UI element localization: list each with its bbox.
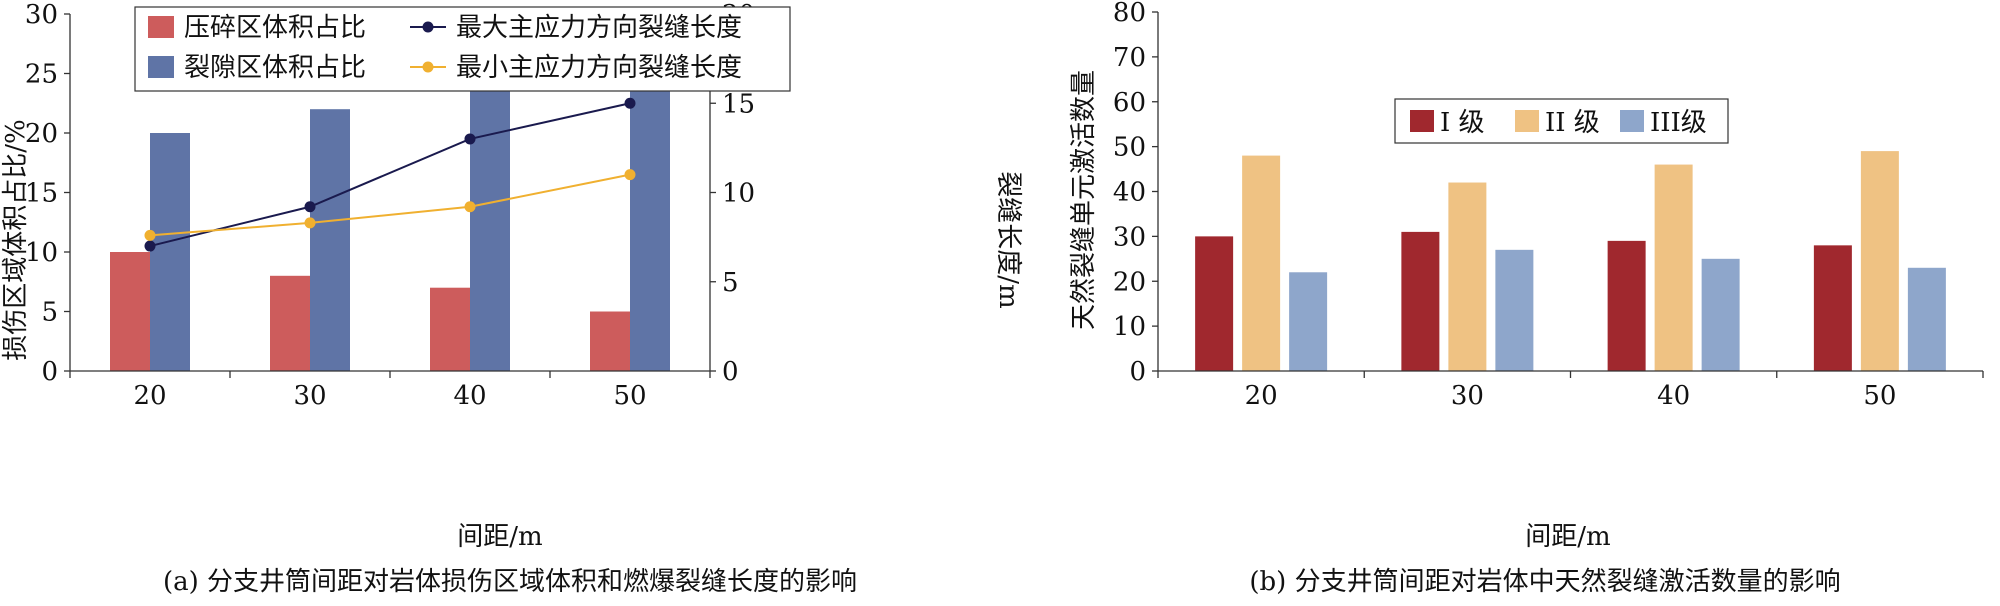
- legend-swatch-fracture: [148, 56, 174, 78]
- legend-swatch-grade2: [1515, 110, 1539, 132]
- legend-swatch-grade1: [1410, 110, 1434, 132]
- point-a-s1-40: [464, 133, 476, 145]
- legend-swatch-crush: [148, 16, 174, 38]
- bar-a-s1-30: [270, 275, 310, 371]
- y-tick-label-a: 20: [25, 119, 58, 149]
- x-tick-label-b: 30: [1451, 381, 1484, 411]
- y-tick-label-b: 30: [1113, 222, 1146, 252]
- x-tick-label-a: 40: [453, 381, 486, 411]
- chart-b-y-ticks: 0 10 20 30 40 50 60 70 80: [1113, 0, 1158, 387]
- y-tick-label-b: 60: [1113, 88, 1146, 118]
- y2-tick-label-a: 10: [722, 179, 755, 209]
- line-a-series-1: [149, 102, 631, 248]
- point-a-s1-30: [304, 201, 316, 213]
- bar-b-s2-30: [1448, 182, 1487, 371]
- bar-b-s3-20: [1289, 272, 1328, 371]
- bar-b-s3-40: [1701, 258, 1740, 371]
- bar-b-s1-20: [1195, 236, 1234, 371]
- chart-a-bars: [110, 61, 670, 372]
- y-tick-label-a: 25: [25, 60, 58, 90]
- chart-b-legend-box: [1394, 98, 1729, 144]
- y-tick-label-a: 30: [25, 0, 58, 30]
- legend-label-max: 最大主应力方向裂缝长度: [456, 13, 742, 43]
- x-tick-label-b: 50: [1863, 381, 1896, 411]
- chart-a-y-ticks: 0 5 10 15 20 25 30: [25, 0, 70, 387]
- x-tick-label-a: 50: [613, 381, 646, 411]
- chart-b: 0 10 20 30 40 50 60 70 80 20 30 40 50 间距/m 天然裂缝单元激活…: [1069, 0, 1984, 597]
- bar-a-s2-40: [470, 85, 510, 372]
- legend-swatch-grade3: [1620, 110, 1644, 132]
- y-tick-label-a: 5: [41, 298, 58, 328]
- chart-b-axes: [1157, 12, 1983, 372]
- bar-b-s3-50: [1907, 267, 1946, 371]
- y2-tick-label-a: 15: [722, 89, 755, 119]
- bar-a-s1-20: [110, 252, 150, 371]
- chart-b-legend: I 级 II 级 III级: [1394, 98, 1729, 144]
- x-tick-label-b: 40: [1657, 381, 1690, 411]
- bar-a-s1-50: [590, 311, 630, 371]
- y-tick-label-b: 40: [1113, 178, 1146, 208]
- legend-label-grade1: I 级: [1440, 108, 1485, 138]
- legend-label-grade3: III级: [1650, 108, 1707, 138]
- x-tick-label-a: 30: [293, 381, 326, 411]
- point-a-s1-20: [144, 240, 156, 252]
- line-a-series-2: [149, 173, 631, 237]
- legend-label-min: 最小主应力方向裂缝长度: [456, 53, 742, 83]
- point-a-s2-40: [464, 201, 476, 213]
- y-tick-label-b: 20: [1113, 267, 1146, 297]
- chart-b-ylabel: 天然裂缝单元激活数量: [1069, 70, 1099, 330]
- chart-a-x-ticks: 20 30 40 50: [69, 371, 711, 411]
- bar-a-s2-30: [310, 109, 350, 371]
- bar-b-s1-50: [1813, 245, 1852, 371]
- chart-a-legend-box: [134, 6, 791, 92]
- legend-marker-min: [422, 61, 434, 73]
- y-tick-label-b: 80: [1113, 0, 1146, 28]
- y-tick-label-a: 15: [25, 179, 58, 209]
- chart-a-legend: 压碎区体积占比 裂隙区体积占比 最大主应力方向裂缝长度 最小主应力方向裂缝长度: [134, 6, 791, 92]
- bar-b-s2-40: [1654, 164, 1693, 371]
- chart-a-y2label: 裂缝长度/m: [993, 171, 1023, 308]
- chart-b-x-ticks: 20 30 40 50: [1157, 371, 1984, 411]
- chart-b-caption: (b) 分支井筒间距对岩体中天然裂缝激活数量的影响: [1249, 567, 1840, 597]
- y-tick-label-b: 0: [1129, 357, 1146, 387]
- chart-a-lines: [144, 97, 636, 252]
- bar-b-s2-20: [1242, 155, 1281, 371]
- y-tick-label-b: 70: [1113, 43, 1146, 73]
- legend-marker-max: [422, 21, 434, 33]
- bar-b-s1-30: [1401, 231, 1440, 371]
- y2-tick-label-a: 0: [722, 357, 739, 387]
- legend-label-fracture: 裂隙区体积占比: [184, 53, 366, 83]
- y-tick-label-b: 10: [1113, 312, 1146, 342]
- chart-a-ylabel: 损伤区域体积占比/%: [1, 119, 31, 360]
- chart-a-xlabel: 间距/m: [457, 522, 542, 552]
- y2-tick-label-a: 5: [722, 268, 739, 298]
- x-tick-label-a: 20: [133, 381, 166, 411]
- x-tick-label-b: 20: [1245, 381, 1278, 411]
- point-a-s2-20: [144, 229, 156, 241]
- bar-a-s1-40: [430, 287, 470, 371]
- y-tick-label-a: 0: [41, 357, 58, 387]
- bar-b-s2-50: [1860, 151, 1899, 371]
- bar-b-s3-30: [1495, 249, 1534, 371]
- point-a-s2-30: [304, 217, 316, 229]
- y-tick-label-b: 50: [1113, 133, 1146, 163]
- legend-label-grade2: II 级: [1545, 108, 1600, 138]
- bar-a-s2-50: [630, 61, 670, 371]
- bar-b-s1-40: [1607, 240, 1646, 371]
- chart-b-bars: [1195, 151, 1946, 371]
- y-tick-label-a: 10: [25, 238, 58, 268]
- point-a-s1-50: [624, 97, 636, 109]
- bar-a-s2-20: [150, 133, 190, 371]
- legend-label-crush: 压碎区体积占比: [184, 13, 366, 43]
- chart-a-caption: (a) 分支井筒间距对岩体损伤区域体积和燃爆裂缝长度的影响: [163, 567, 857, 597]
- chart-b-xlabel: 间距/m: [1525, 522, 1610, 552]
- point-a-s2-50: [624, 169, 636, 181]
